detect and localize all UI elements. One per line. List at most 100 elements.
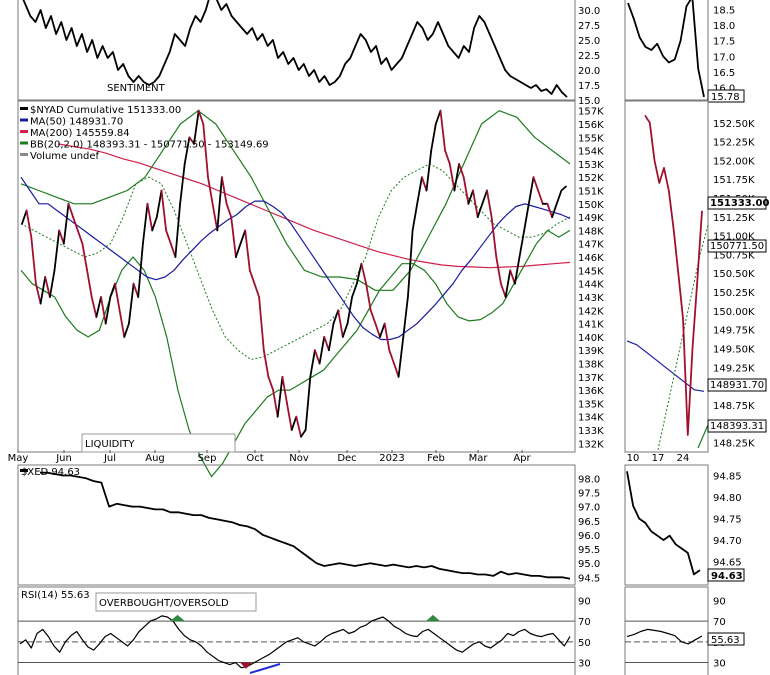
price-segment (481, 189, 488, 205)
nyad-y-tick: 140K (578, 333, 604, 344)
price-segment (527, 176, 535, 205)
price-segment (118, 309, 126, 338)
price-segment (183, 136, 191, 165)
price-segment (309, 349, 316, 378)
price-segment (295, 415, 302, 438)
detail-y-tick: 148.25K (713, 438, 755, 449)
price-segment (90, 296, 98, 318)
x-tick: Dec (337, 453, 356, 464)
rsi-detail-y-tick: 90 (713, 596, 726, 607)
sentiment-line (22, 0, 568, 98)
rsi-last-box (707, 632, 745, 646)
price-segment (216, 176, 223, 232)
rsi-detail-frame (624, 586, 709, 675)
xed-detail-y-tick: 94.85 (713, 472, 742, 483)
legend-swatch (20, 118, 28, 122)
legend-entry: MA(50) 148931.70 (30, 117, 123, 128)
detail-y-tick: 149.75K (713, 326, 755, 337)
sentiment-y-tick: 32.5 (578, 0, 600, 2)
rsi-last-value: 55.63 (711, 635, 740, 646)
sentiment-last-box (707, 89, 745, 103)
nyad-y-tick: 137K (578, 373, 604, 384)
nyad-y-tick: 141K (578, 320, 604, 331)
detail-value-box (707, 419, 767, 433)
xed-y-tick: 94.5 (578, 573, 600, 584)
legend-swatch (20, 130, 28, 133)
sentiment-detail-line (627, 0, 705, 98)
rsi-y-tick: 70 (578, 617, 591, 628)
price-segment (537, 189, 544, 205)
xed-y-tick: 95.0 (578, 559, 600, 570)
nyad-y-tick: 154K (578, 147, 604, 158)
rsi-detail-line (626, 628, 703, 645)
price-segment (448, 162, 456, 192)
rsi-overbought-fill (426, 614, 440, 622)
legend-swatch (20, 107, 28, 110)
price-segment (193, 109, 200, 145)
price-segment (104, 296, 112, 325)
rsi-y-tick: 90 (578, 596, 591, 607)
price-segment (462, 176, 470, 205)
price-segment (388, 349, 395, 365)
ma200-line (57, 143, 571, 269)
price-segment (179, 162, 186, 205)
price-segment (81, 242, 88, 272)
xed-y-tick: 98.0 (578, 474, 600, 485)
xed-title: $XED 94.63 (21, 467, 80, 478)
price-segment (313, 349, 321, 365)
x-tick: Jun (55, 453, 72, 464)
price-segment (393, 362, 400, 378)
price-segment (351, 282, 358, 298)
detail-value-box (707, 239, 767, 253)
price-segment (416, 176, 423, 205)
price-segment (95, 296, 102, 318)
price-segment (100, 296, 107, 325)
rsi-trendline (249, 663, 281, 674)
price-segment (327, 322, 335, 352)
price-segment (504, 269, 512, 298)
nyad-y-tick: 134K (578, 413, 604, 424)
price-segment (304, 375, 312, 431)
detail-y-tick: 149.50K (713, 344, 755, 355)
x-tick: Apr (513, 453, 531, 464)
price-segment (188, 136, 195, 145)
sentiment-frame (17, 0, 576, 101)
price-segment (560, 185, 567, 192)
price-segment (532, 176, 539, 192)
xed-y-tick: 97.0 (578, 503, 600, 514)
detail-y-tick: 150.75K (713, 250, 755, 261)
sentiment-detail-y-tick: 18.5 (713, 5, 735, 16)
price-segment (207, 176, 214, 205)
price-segment (341, 322, 349, 338)
nyad-y-tick: 138K (578, 360, 604, 371)
xed-detail-line (626, 471, 701, 576)
detail-y-tick: 150.50K (713, 269, 755, 280)
xed-detail-y-tick: 94.65 (713, 558, 742, 569)
rsi-title: RSI(14) 55.63 (21, 590, 90, 601)
sentiment-detail-y-tick: 17.5 (713, 37, 735, 48)
liquidity-label-box (81, 433, 236, 453)
price-segment (276, 375, 284, 418)
detail-y-tick: 150.25K (713, 288, 755, 299)
price-segment (439, 109, 447, 152)
price-segment (318, 335, 326, 365)
price-segment (267, 375, 275, 392)
price-segment (402, 296, 409, 338)
price-segment (406, 229, 414, 298)
price-segment (155, 189, 163, 219)
nyad-y-tick: 135K (578, 399, 604, 410)
nyad-y-tick: 149K (578, 213, 604, 224)
price-segment (21, 209, 28, 225)
xed-detail-y-tick: 94.75 (713, 515, 742, 526)
price-segment (244, 229, 251, 272)
bb-mid-line (20, 163, 571, 360)
nyad-y-tick: 132K (578, 439, 604, 450)
price-segment (76, 229, 84, 245)
detail-y-tick: 149.25K (713, 363, 755, 374)
price-segment (58, 229, 65, 245)
oversold-label: OVERBOUGHT/OVERSOLD (99, 598, 229, 609)
price-segment (165, 229, 172, 245)
sentiment-detail-y-tick: 16.0 (713, 84, 735, 95)
nyad-y-tick: 143K (578, 293, 604, 304)
oversold-label-box (95, 592, 257, 612)
